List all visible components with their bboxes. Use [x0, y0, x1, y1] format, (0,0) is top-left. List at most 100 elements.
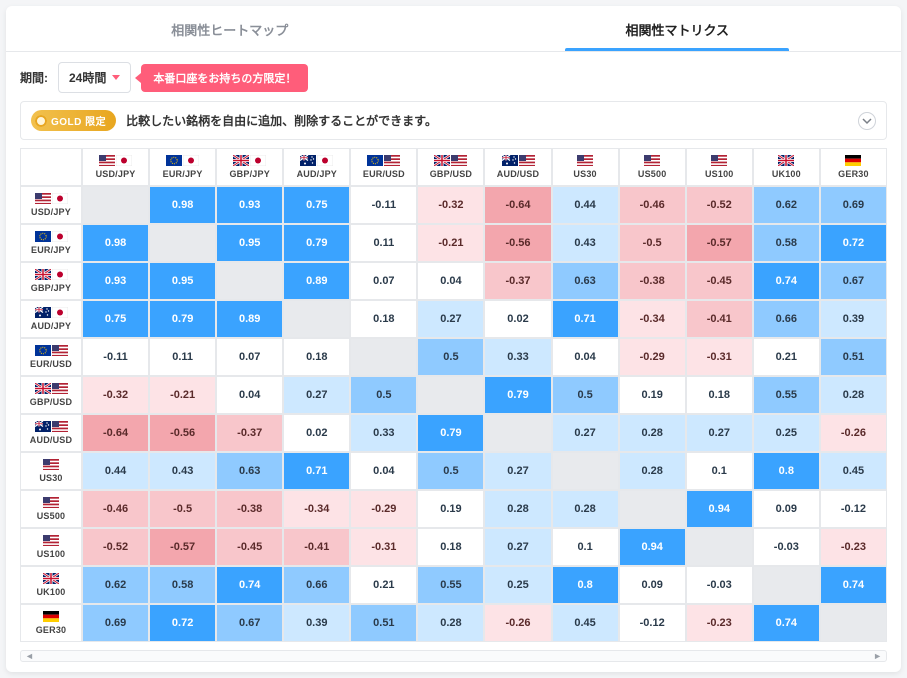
matrix-cell[interactable]: 0.21 — [753, 338, 820, 376]
matrix-cell[interactable]: 0.62 — [753, 186, 820, 224]
matrix-cell[interactable]: 0.8 — [552, 566, 619, 604]
matrix-cell[interactable]: 0.1 — [686, 452, 753, 490]
matrix-cell[interactable]: 0.93 — [216, 186, 283, 224]
col-header[interactable]: GBP/JPY — [216, 148, 283, 186]
matrix-cell[interactable]: 0.98 — [82, 224, 149, 262]
matrix-cell[interactable]: 0.09 — [619, 566, 686, 604]
matrix-cell[interactable]: 0.28 — [552, 490, 619, 528]
matrix-cell[interactable]: -0.29 — [350, 490, 417, 528]
row-header[interactable]: EUR/USD — [20, 338, 82, 376]
matrix-cell[interactable]: -0.52 — [686, 186, 753, 224]
matrix-cell[interactable]: 0.5 — [417, 452, 484, 490]
matrix-cell[interactable]: -0.21 — [417, 224, 484, 262]
col-header[interactable]: GER30 — [820, 148, 887, 186]
tab-heatmap[interactable]: 相関性ヒートマップ — [6, 6, 454, 51]
matrix-cell[interactable]: 0.5 — [417, 338, 484, 376]
matrix-cell[interactable]: 0.5 — [552, 376, 619, 414]
matrix-cell[interactable]: -0.38 — [216, 490, 283, 528]
matrix-cell[interactable]: 0.66 — [283, 566, 350, 604]
matrix-cell[interactable]: 0.02 — [484, 300, 551, 338]
matrix-cell[interactable]: 0.28 — [820, 376, 887, 414]
matrix-cell[interactable]: 0.89 — [216, 300, 283, 338]
matrix-cell[interactable]: 0.69 — [820, 186, 887, 224]
matrix-cell[interactable]: -0.56 — [149, 414, 216, 452]
matrix-cell[interactable]: 0.04 — [350, 452, 417, 490]
matrix-cell[interactable]: 0.07 — [216, 338, 283, 376]
matrix-cell[interactable]: 0.94 — [619, 528, 686, 566]
matrix-cell[interactable]: 0.18 — [283, 338, 350, 376]
matrix-cell[interactable]: -0.03 — [686, 566, 753, 604]
matrix-cell[interactable]: 0.71 — [283, 452, 350, 490]
matrix-cell[interactable]: -0.57 — [149, 528, 216, 566]
matrix-cell[interactable]: -0.56 — [484, 224, 551, 262]
matrix-cell[interactable]: -0.31 — [686, 338, 753, 376]
row-header[interactable]: GER30 — [20, 604, 82, 642]
matrix-cell[interactable]: -0.11 — [350, 186, 417, 224]
matrix-cell[interactable]: 0.27 — [484, 452, 551, 490]
row-header[interactable]: AUD/JPY — [20, 300, 82, 338]
row-header[interactable]: US100 — [20, 528, 82, 566]
matrix-cell[interactable]: 0.69 — [82, 604, 149, 642]
matrix-cell[interactable]: 0.8 — [753, 452, 820, 490]
expand-button[interactable] — [858, 112, 876, 130]
matrix-cell[interactable]: 0.11 — [149, 338, 216, 376]
matrix-cell[interactable]: 0.63 — [216, 452, 283, 490]
matrix-cell[interactable]: 0.39 — [283, 604, 350, 642]
matrix-cell[interactable]: -0.64 — [82, 414, 149, 452]
matrix-cell[interactable]: 0.25 — [753, 414, 820, 452]
matrix-cell[interactable]: -0.57 — [686, 224, 753, 262]
matrix-scroll[interactable]: USD/JPY EUR/JPY GBP/JPY AUD/JPY EUR/USD … — [6, 148, 901, 648]
matrix-cell[interactable]: 0.55 — [753, 376, 820, 414]
matrix-cell[interactable]: 0.25 — [484, 566, 551, 604]
matrix-cell[interactable]: -0.11 — [82, 338, 149, 376]
matrix-cell[interactable]: -0.26 — [820, 414, 887, 452]
matrix-cell[interactable]: 0.5 — [350, 376, 417, 414]
matrix-cell[interactable]: -0.5 — [149, 490, 216, 528]
row-header[interactable]: US30 — [20, 452, 82, 490]
row-header[interactable]: UK100 — [20, 566, 82, 604]
matrix-cell[interactable]: -0.32 — [417, 186, 484, 224]
matrix-cell[interactable]: -0.52 — [82, 528, 149, 566]
matrix-cell[interactable]: 0.33 — [350, 414, 417, 452]
row-header[interactable]: GBP/USD — [20, 376, 82, 414]
matrix-cell[interactable]: 0.95 — [149, 262, 216, 300]
matrix-cell[interactable]: -0.5 — [619, 224, 686, 262]
matrix-cell[interactable]: 0.93 — [82, 262, 149, 300]
row-header[interactable]: USD/JPY — [20, 186, 82, 224]
matrix-cell[interactable]: -0.21 — [149, 376, 216, 414]
matrix-cell[interactable]: 0.28 — [417, 604, 484, 642]
matrix-cell[interactable]: 0.74 — [216, 566, 283, 604]
matrix-cell[interactable]: 0.28 — [484, 490, 551, 528]
matrix-cell[interactable]: 0.27 — [484, 528, 551, 566]
matrix-cell[interactable]: -0.45 — [216, 528, 283, 566]
matrix-cell[interactable]: -0.03 — [753, 528, 820, 566]
matrix-cell[interactable]: -0.41 — [686, 300, 753, 338]
horizontal-scrollbar[interactable]: ◄ ► — [20, 650, 887, 662]
period-select[interactable]: 24時間 — [58, 62, 131, 93]
matrix-cell[interactable]: -0.34 — [619, 300, 686, 338]
matrix-cell[interactable]: 0.09 — [753, 490, 820, 528]
matrix-cell[interactable]: 0.75 — [82, 300, 149, 338]
col-header[interactable]: EUR/JPY — [149, 148, 216, 186]
matrix-cell[interactable]: -0.37 — [484, 262, 551, 300]
col-header[interactable]: GBP/USD — [417, 148, 484, 186]
matrix-cell[interactable]: -0.38 — [619, 262, 686, 300]
matrix-cell[interactable]: -0.37 — [216, 414, 283, 452]
matrix-cell[interactable]: 0.04 — [552, 338, 619, 376]
matrix-cell[interactable]: 0.51 — [820, 338, 887, 376]
row-header[interactable]: EUR/JPY — [20, 224, 82, 262]
matrix-cell[interactable]: 0.79 — [417, 414, 484, 452]
matrix-cell[interactable]: 0.71 — [552, 300, 619, 338]
matrix-cell[interactable]: 0.58 — [149, 566, 216, 604]
matrix-cell[interactable]: 0.43 — [552, 224, 619, 262]
matrix-cell[interactable]: 0.19 — [619, 376, 686, 414]
matrix-cell[interactable]: 0.45 — [552, 604, 619, 642]
matrix-cell[interactable]: 0.79 — [283, 224, 350, 262]
matrix-cell[interactable]: 0.72 — [820, 224, 887, 262]
matrix-cell[interactable]: 0.28 — [619, 452, 686, 490]
row-header[interactable]: AUD/USD — [20, 414, 82, 452]
col-header[interactable]: US500 — [619, 148, 686, 186]
matrix-cell[interactable]: -0.29 — [619, 338, 686, 376]
matrix-cell[interactable]: 0.07 — [350, 262, 417, 300]
matrix-cell[interactable]: 0.21 — [350, 566, 417, 604]
